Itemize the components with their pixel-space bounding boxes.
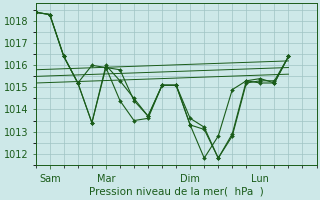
- X-axis label: Pression niveau de la mer(  hPa  ): Pression niveau de la mer( hPa ): [89, 187, 263, 197]
